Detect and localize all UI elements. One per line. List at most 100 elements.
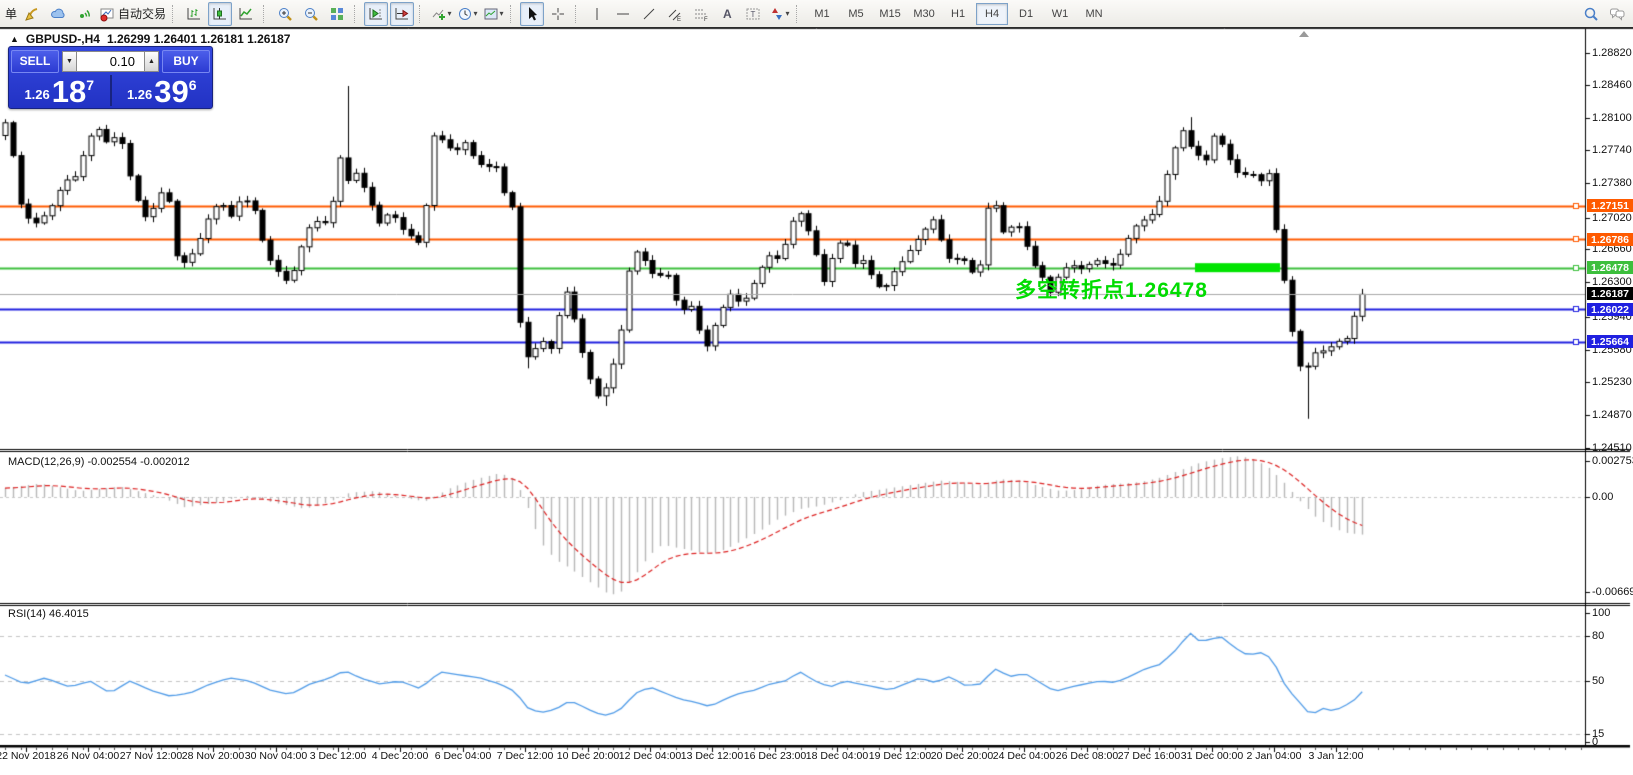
horizontal-line-button[interactable]	[611, 2, 635, 26]
chart-text-annotation: 多空转折点1.26478	[1015, 279, 1208, 302]
time-axis-label: 22 Nov 2018	[0, 750, 56, 762]
svg-text:T: T	[751, 10, 756, 19]
toolbar-separator	[419, 4, 424, 23]
templates-button[interactable]: ▾	[481, 2, 505, 26]
macd-axis-label: -0.006699	[1592, 586, 1633, 598]
price-level-tag: 1.25664	[1587, 335, 1633, 348]
time-axis-label: 6 Dec 04:00	[434, 750, 492, 762]
chevron-down-icon: ▾	[499, 9, 504, 18]
price-axis-label: 1.25230	[1592, 376, 1632, 388]
timeframe-button-M15[interactable]: M15	[879, 7, 901, 20]
time-axis-label: 26 Dec 08:00	[1055, 750, 1119, 762]
svg-text:F: F	[704, 17, 708, 22]
time-axis-label: 7 Dec 12:00	[496, 750, 554, 762]
sell-price[interactable]: 1.26 18 7	[9, 73, 110, 108]
partial-order-label[interactable]: 单	[5, 7, 18, 21]
time-axis-label: 18 Dec 04:00	[805, 750, 869, 762]
sell-price-small: 1.26	[24, 87, 50, 102]
text-button[interactable]: A	[715, 2, 739, 26]
chart-title-ohlc: 1.26299 1.26401 1.26181 1.26187	[106, 32, 291, 46]
macd-axis-label: 0.00	[1592, 491, 1614, 503]
gold-arrow-icon[interactable]	[20, 2, 44, 26]
time-axis-label: 4 Dec 20:00	[371, 750, 429, 762]
time-axis-label: 3 Dec 12:00	[309, 750, 367, 762]
chart-shift-button[interactable]	[364, 1, 389, 26]
bar-chart-button[interactable]	[182, 2, 206, 26]
arrows-button[interactable]: ▾	[767, 2, 791, 26]
timeframe-button-M1[interactable]: M1	[814, 7, 830, 20]
time-axis-label: 28 Nov 20:00	[181, 750, 245, 762]
collapse-triangle-icon: ▲	[10, 34, 19, 44]
rsi-axis-label: 50	[1592, 675, 1605, 687]
auto-scroll-button[interactable]	[390, 1, 415, 26]
buy-price-sup: 6	[188, 77, 197, 93]
signal-icon[interactable]	[72, 2, 96, 26]
search-button[interactable]	[1579, 2, 1603, 26]
svg-text:A: A	[723, 7, 732, 21]
timeframe-button-MN[interactable]: MN	[1085, 7, 1103, 20]
chevron-down-icon: ▾	[447, 9, 452, 18]
rsi-axis-label: 15	[1592, 728, 1605, 740]
chevron-down-icon: ▾	[473, 9, 478, 18]
buy-price[interactable]: 1.26 39 6	[112, 73, 213, 108]
time-axis-label: 12 Dec 04:00	[618, 750, 682, 762]
volume-decrease-button[interactable]: ▼	[62, 50, 77, 72]
trendline-button[interactable]	[637, 2, 661, 26]
candlestick-chart-button[interactable]	[208, 1, 233, 26]
volume-input[interactable]: 0.10	[77, 50, 144, 72]
time-axis-label: 19 Dec 12:00	[868, 750, 932, 762]
tile-windows-button[interactable]	[325, 2, 349, 26]
crosshair-button[interactable]	[546, 2, 570, 26]
time-axis-label: 3 Jan 12:00	[1308, 750, 1364, 762]
buy-button[interactable]: BUY	[162, 49, 210, 73]
time-axis-label: 26 Nov 04:00	[56, 750, 120, 762]
timeframe-button-H1[interactable]: H1	[951, 7, 966, 20]
vertical-line-button[interactable]	[585, 2, 609, 26]
toolbar-separator	[172, 4, 177, 23]
chat-button[interactable]	[1605, 2, 1629, 26]
chevron-down-icon: ▾	[785, 9, 790, 18]
community-cloud-icon[interactable]	[46, 2, 70, 26]
price-axis-label: 1.28460	[1592, 79, 1632, 91]
macd-axis-label: 0.002753	[1592, 455, 1633, 467]
autotrading-button[interactable]: 自动交易	[98, 2, 167, 26]
price-axis-label: 1.27020	[1592, 212, 1632, 224]
chart-title-symbol: GBPUSD-,H4	[25, 32, 100, 46]
scroll-up-arrow[interactable]	[1299, 31, 1309, 37]
time-axis-label: 27 Dec 16:00	[1117, 750, 1181, 762]
rsi-axis-label: 100	[1592, 607, 1611, 619]
cursor-button[interactable]	[520, 1, 545, 26]
toolbar-separator	[575, 4, 580, 23]
timeframe-button-H4[interactable]: H4	[976, 2, 1009, 25]
timeframe-button-M30[interactable]: M30	[913, 7, 935, 20]
volume-stepper: ▼ 0.10 ▲	[62, 50, 159, 72]
timeframe-button-D1[interactable]: D1	[1019, 7, 1034, 20]
price-level-tag: 1.27151	[1587, 199, 1633, 212]
line-chart-button[interactable]	[234, 2, 258, 26]
toolbar-separator	[796, 4, 801, 23]
timeframe-button-W1[interactable]: W1	[1051, 7, 1069, 20]
price-level-tag: 1.26478	[1587, 261, 1633, 274]
svg-text:E: E	[677, 17, 681, 22]
macd-indicator-label: MACD(12,26,9) -0.002554 -0.002012	[8, 456, 190, 468]
price-axis-label: 1.27380	[1592, 177, 1632, 189]
timeframe-button-M5[interactable]: M5	[848, 7, 864, 20]
price-axis-label: 1.28820	[1592, 47, 1632, 59]
sell-price-sup: 7	[86, 77, 95, 93]
zoom-out-button[interactable]	[299, 2, 323, 26]
sell-price-big: 18	[51, 74, 87, 109]
price-axis-label: 1.27740	[1592, 144, 1632, 156]
fibonacci-button[interactable]: F	[689, 2, 713, 26]
indicators-button[interactable]: ▾	[429, 2, 453, 26]
time-axis-label: 16 Dec 23:00	[743, 750, 807, 762]
time-axis-label: 10 Dec 20:00	[556, 750, 620, 762]
sell-button[interactable]: SELL	[11, 49, 59, 73]
channel-button[interactable]: E	[663, 2, 687, 26]
toolbar-separator	[510, 4, 515, 23]
text-label-button[interactable]: T	[741, 2, 765, 26]
toolbar-separator	[354, 4, 359, 23]
volume-increase-button[interactable]: ▲	[144, 50, 159, 72]
zoom-in-button[interactable]	[273, 2, 297, 26]
periods-button[interactable]: ▾	[455, 2, 479, 26]
